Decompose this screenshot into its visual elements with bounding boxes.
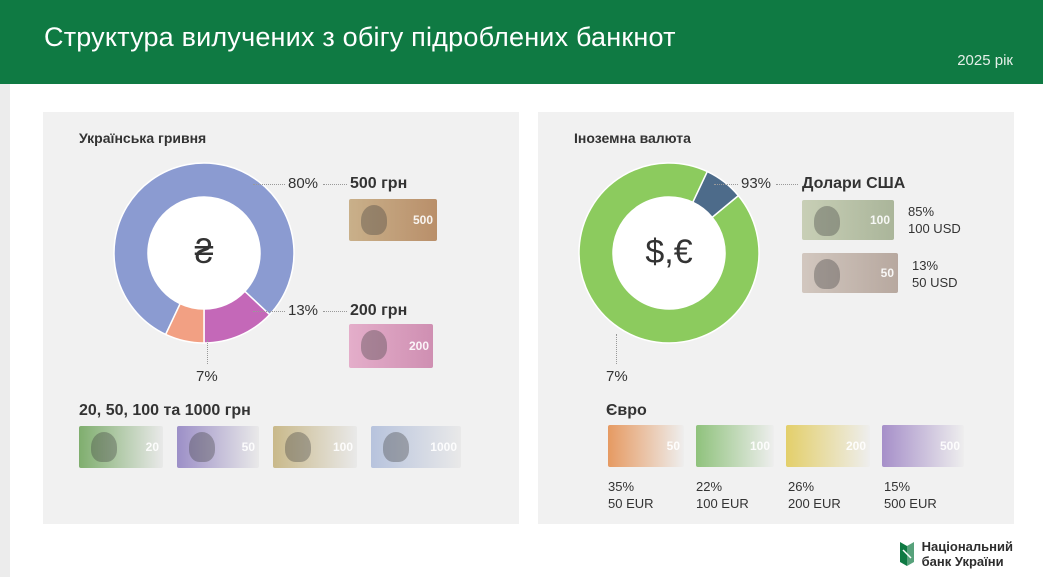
fx-den-eur: Євро bbox=[606, 402, 647, 419]
eur-50-label: 50 bbox=[666, 439, 680, 453]
page-title: Структура вилучених з обігу підроблених … bbox=[44, 22, 676, 52]
header-bar: Структура вилучених з обігу підроблених … bbox=[0, 0, 1043, 84]
fx-pct-eur: 7% bbox=[606, 368, 628, 385]
fx-den-usd: Долари США bbox=[802, 175, 906, 192]
usd-50-den: 50 USD bbox=[912, 275, 958, 290]
uah-den-500: 500 грн bbox=[350, 175, 408, 192]
eur-200-den: 200 EUR bbox=[788, 496, 841, 511]
leader-other bbox=[207, 340, 208, 364]
banknote-200-eur: 200 bbox=[786, 425, 870, 467]
uah-hole bbox=[148, 197, 260, 309]
fx-panel-title: Іноземна валюта bbox=[574, 130, 691, 146]
fx-pct-usd: 93% bbox=[741, 175, 772, 192]
banknote-100-uah: 100 bbox=[273, 426, 357, 468]
eur-500-label: 500 bbox=[939, 439, 960, 453]
year-label: 2025 рік bbox=[957, 52, 1013, 69]
logo-line2: банк України bbox=[921, 554, 1004, 569]
uah-den-other: 20, 50, 100 та 1000 грн bbox=[79, 402, 251, 419]
fx-donut-chart bbox=[578, 162, 760, 344]
usd-50-stats: 13% 50 USD bbox=[912, 257, 958, 291]
note-100-label: 100 bbox=[332, 440, 353, 454]
leader-200 bbox=[253, 311, 285, 312]
uah-donut-chart bbox=[113, 162, 295, 344]
uah-pct-500: 80% bbox=[288, 175, 319, 192]
uah-panel-title: Українська гривня bbox=[79, 130, 207, 146]
leader-eur bbox=[616, 334, 617, 364]
eur-50-stats: 35% 50 EUR bbox=[608, 478, 654, 512]
leader-usd-b bbox=[776, 184, 798, 185]
usd-50-pct: 13% bbox=[912, 258, 939, 273]
note-50-label: 50 bbox=[241, 440, 255, 454]
eur-200-stats: 26% 200 EUR bbox=[788, 478, 841, 512]
usd-100-label: 100 bbox=[869, 213, 890, 227]
eur-500-den: 500 EUR bbox=[884, 496, 937, 511]
note-200-label: 200 bbox=[408, 339, 429, 353]
eur-500-stats: 15% 500 EUR bbox=[884, 478, 937, 512]
uah-panel: Українська гривня ₴ 80% 500 грн 500 13% … bbox=[43, 112, 519, 524]
banknote-50-eur: 50 bbox=[608, 425, 684, 467]
banknote-500-uah: 500 bbox=[349, 199, 437, 241]
uah-center-symbol: ₴ bbox=[194, 233, 214, 271]
usd-50-label: 50 bbox=[880, 266, 894, 280]
eur-500-pct: 15% bbox=[884, 479, 911, 494]
leader-500b bbox=[323, 184, 347, 185]
nbu-emblem-icon bbox=[899, 542, 914, 566]
usd-100-pct: 85% bbox=[908, 204, 935, 219]
nbu-logo[interactable]: Національний банк України bbox=[898, 539, 1013, 569]
uah-pct-200: 13% bbox=[288, 302, 319, 319]
eur-200-label: 200 bbox=[845, 439, 866, 453]
nbu-logo-text: Національний банк України bbox=[922, 539, 1013, 569]
eur-200-pct: 26% bbox=[788, 479, 815, 494]
uah-den-200: 200 грн bbox=[350, 302, 408, 319]
note-20-label: 20 bbox=[145, 440, 159, 454]
leader-500 bbox=[253, 184, 285, 185]
left-stripe bbox=[0, 84, 10, 577]
eur-100-stats: 22% 100 EUR bbox=[696, 478, 749, 512]
fx-center-symbol: $,€ bbox=[645, 233, 693, 271]
logo-line1: Національний bbox=[921, 539, 1013, 554]
fx-hole bbox=[613, 197, 725, 309]
eur-50-pct: 35% bbox=[608, 479, 635, 494]
banknote-50-usd: 50 bbox=[802, 253, 898, 293]
banknote-100-usd: 100 bbox=[802, 200, 894, 240]
banknote-20-uah: 20 bbox=[79, 426, 163, 468]
banknote-50-uah: 50 bbox=[177, 426, 259, 468]
banknote-500-eur: 500 bbox=[882, 425, 964, 467]
eur-100-den: 100 EUR bbox=[696, 496, 749, 511]
leader-200b bbox=[323, 311, 347, 312]
banknote-100-eur: 100 bbox=[696, 425, 774, 467]
note-500-label: 500 bbox=[412, 213, 433, 227]
fx-panel: Іноземна валюта $,€ 93% Долари США 100 8… bbox=[538, 112, 1014, 524]
note-1000-label: 1000 bbox=[430, 440, 457, 454]
eur-100-pct: 22% bbox=[696, 479, 723, 494]
banknote-1000-uah: 1000 bbox=[371, 426, 461, 468]
eur-100-label: 100 bbox=[749, 439, 770, 453]
eur-50-den: 50 EUR bbox=[608, 496, 654, 511]
uah-pct-other: 7% bbox=[196, 368, 218, 385]
usd-100-stats: 85% 100 USD bbox=[908, 203, 961, 237]
banknote-200-uah: 200 bbox=[349, 324, 433, 368]
usd-100-den: 100 USD bbox=[908, 221, 961, 236]
leader-usd bbox=[714, 184, 738, 185]
